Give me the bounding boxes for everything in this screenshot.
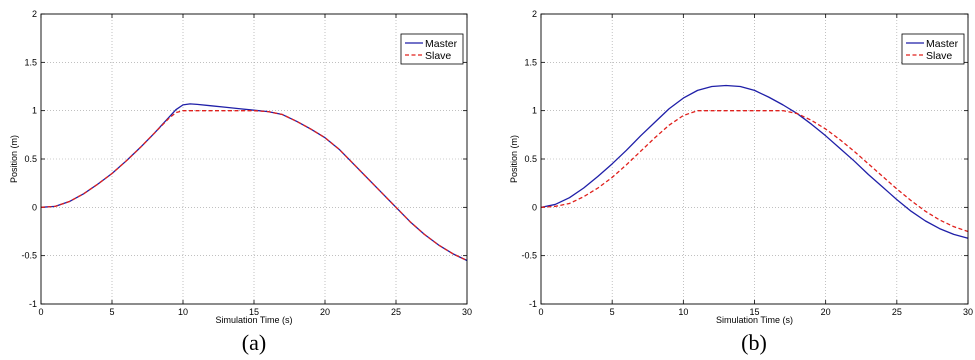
y-tick-label: 1.5 bbox=[524, 57, 537, 67]
series-line-master bbox=[540, 84, 969, 239]
y-axis-label: Position (m) bbox=[9, 135, 19, 183]
x-tick-label: 10 bbox=[178, 307, 188, 317]
x-axis-label: Simulation Time (s) bbox=[215, 315, 292, 325]
chart-panel-a: 0 5 10 15 20 25 30 -1 -0.5 0 0.5 1 1.5 2 Simulation Ti… bbox=[9, 9, 472, 355]
legend-label-slave: Slave bbox=[425, 50, 451, 62]
y-tick-label: 2 bbox=[32, 9, 37, 19]
y-tick-label: 0 bbox=[532, 202, 537, 212]
x-axis-label: Simulation Time (s) bbox=[716, 315, 793, 325]
x-tick-label: 30 bbox=[462, 307, 472, 317]
y-tick-label: 0.5 bbox=[24, 154, 37, 164]
x-tick-label: 5 bbox=[109, 307, 114, 317]
x-tick-label: 20 bbox=[320, 307, 330, 317]
y-tick-label: 1.5 bbox=[24, 57, 37, 67]
legend-box bbox=[901, 33, 965, 65]
y-tick-label: -0.5 bbox=[521, 251, 537, 261]
y-tick-label: -1 bbox=[529, 299, 537, 309]
x-tick-label: 5 bbox=[610, 307, 615, 317]
y-tick-label: 1 bbox=[532, 106, 537, 116]
y-tick-label: 0 bbox=[32, 202, 37, 212]
x-tick-label: 15 bbox=[249, 307, 259, 317]
y-tick-label: -1 bbox=[29, 299, 37, 309]
x-tick-label: 15 bbox=[749, 307, 759, 317]
x-tick-label: 10 bbox=[678, 307, 688, 317]
series-line-slave bbox=[540, 110, 969, 233]
y-axis-label: Position (m) bbox=[509, 135, 519, 183]
y-tick-label: 2 bbox=[532, 9, 537, 19]
legend-label-master: Master bbox=[926, 38, 959, 50]
legend-box bbox=[400, 33, 464, 65]
legend-label-master: Master bbox=[425, 38, 458, 50]
y-tick-label: -0.5 bbox=[21, 251, 37, 261]
x-tick-label: 0 bbox=[38, 307, 43, 317]
figure-caption: (b) bbox=[741, 330, 767, 355]
x-tick-label: 30 bbox=[963, 307, 973, 317]
y-tick-label: 1 bbox=[32, 106, 37, 116]
y-tick-label: 0.5 bbox=[524, 154, 537, 164]
legend-label-slave: Slave bbox=[926, 50, 952, 62]
x-tick-label: 25 bbox=[892, 307, 902, 317]
axes-frame bbox=[540, 13, 969, 305]
x-tick-label: 20 bbox=[821, 307, 831, 317]
x-tick-label: 25 bbox=[391, 307, 401, 317]
x-tick-label: 0 bbox=[538, 307, 543, 317]
axes-frame bbox=[40, 13, 468, 305]
figure-caption: (a) bbox=[242, 330, 266, 355]
chart-panel-b: 0 5 10 15 20 25 30 -1 -0.5 0 0.5 1 1.5 2 Simulation Ti… bbox=[509, 9, 973, 355]
